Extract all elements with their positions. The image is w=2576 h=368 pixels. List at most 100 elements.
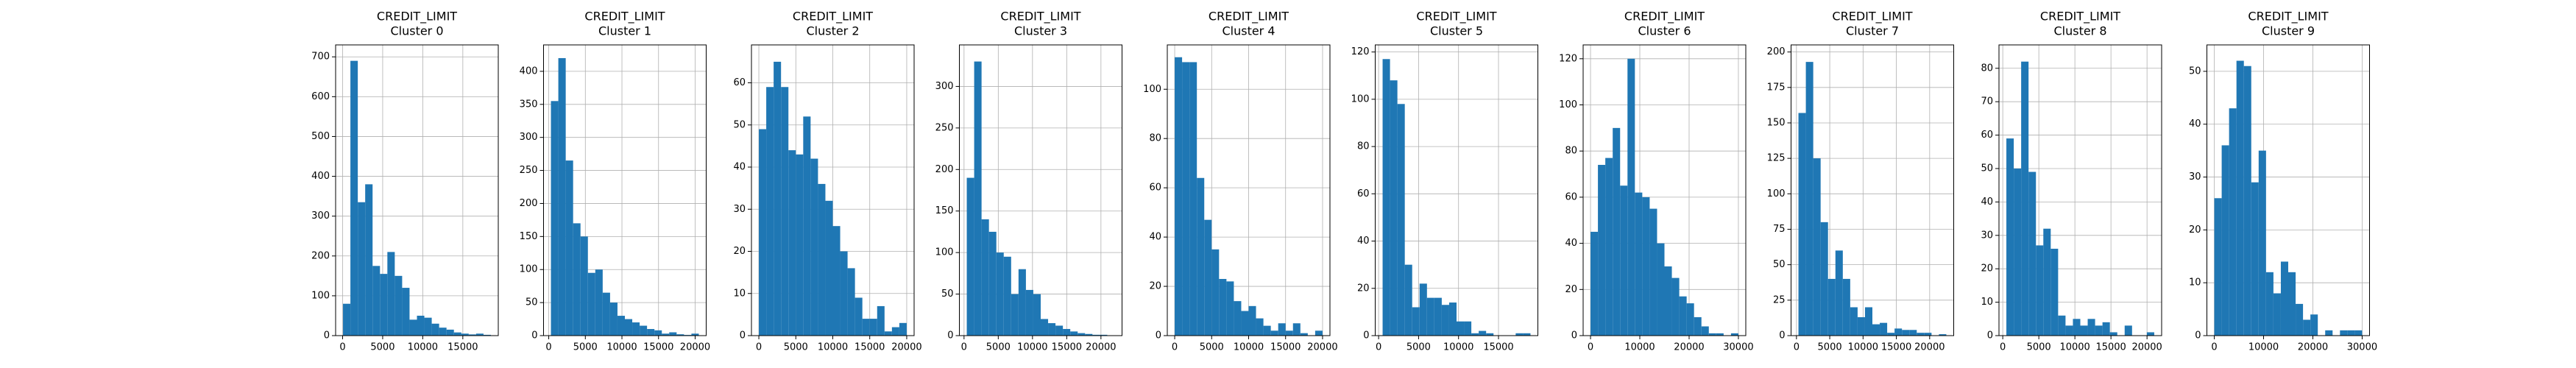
bar [1627, 58, 1635, 336]
x-tick-label: 0 [961, 342, 967, 353]
chart-title: CREDIT_LIMIT [793, 10, 873, 24]
bar [899, 322, 907, 336]
axes-frame [959, 44, 1122, 336]
y-tick-label: 60 [1565, 191, 1577, 202]
y-tick-label: 120 [1559, 53, 1577, 64]
bar [1701, 326, 1709, 336]
bar [1234, 301, 1242, 336]
x-tick-label: 15000 [447, 342, 478, 353]
bar [609, 302, 618, 336]
y-tick-label: 0 [947, 330, 953, 342]
y-tick-label: 0 [1571, 330, 1577, 342]
y-tick-label: 120 [1351, 46, 1370, 57]
bar [2102, 322, 2110, 336]
bar [1404, 264, 1412, 336]
bar [1382, 59, 1390, 336]
bar [1033, 294, 1041, 336]
y-tick-label: 400 [520, 66, 538, 77]
y-tick-label: 40 [1565, 238, 1577, 249]
y-tick-label: 125 [1767, 153, 1786, 164]
bar [343, 303, 351, 336]
bar [1864, 307, 1872, 336]
bar [1649, 208, 1657, 336]
bar [1642, 197, 1650, 336]
bar [1241, 311, 1249, 336]
axes-frame [1791, 44, 1954, 336]
bar [669, 332, 677, 336]
bar [1479, 330, 1487, 336]
bar [1515, 333, 1524, 336]
bar [1827, 278, 1836, 336]
bar [1226, 281, 1234, 336]
chart-title: CREDIT_LIMIT [584, 10, 665, 24]
y-tick-label: 50 [1773, 259, 1786, 270]
bar [1486, 333, 1494, 336]
x-tick-label: 0 [1376, 342, 1381, 353]
bar [2214, 198, 2222, 336]
x-tick-label: 10000 [2248, 342, 2279, 353]
bar [647, 329, 655, 336]
y-tick-label: 0 [1987, 330, 1993, 342]
bar [2124, 325, 2132, 336]
axes-frame [543, 44, 707, 336]
bar [1842, 278, 1850, 336]
bar [1063, 328, 1071, 336]
bar [387, 252, 395, 336]
y-tick-label: 100 [1143, 84, 1161, 95]
bar [2036, 245, 2044, 336]
x-tick-label: 0 [2000, 342, 2006, 353]
bar [409, 319, 417, 336]
bar [877, 305, 885, 336]
bar [691, 333, 699, 336]
bar [2065, 325, 2073, 336]
chart-title: CREDIT_LIMIT [1000, 10, 1080, 24]
bar [796, 154, 804, 336]
bar [1292, 323, 1301, 336]
bar [2265, 272, 2274, 336]
bar [847, 268, 855, 336]
bar [2087, 319, 2095, 336]
y-tick-label: 400 [311, 171, 330, 182]
bar [1448, 302, 1457, 336]
x-tick-label: 5000 [370, 342, 394, 353]
bar [1813, 158, 1821, 336]
x-tick-label: 15000 [1270, 342, 1301, 353]
bar [2303, 319, 2311, 336]
x-tick-label: 0 [545, 342, 551, 353]
bar [565, 160, 573, 336]
y-tick-label: 20 [733, 246, 746, 257]
bar [358, 202, 366, 336]
bar [2006, 138, 2014, 336]
x-tick-label: 5000 [986, 342, 1011, 353]
bar [595, 269, 603, 336]
bar [981, 219, 989, 336]
y-tick-label: 60 [1149, 183, 1161, 194]
bar [365, 184, 373, 336]
bar [988, 231, 997, 336]
x-tick-label: 10000 [606, 342, 637, 353]
bar [2080, 325, 2088, 336]
bar [551, 101, 559, 336]
y-tick-label: 30 [2189, 171, 2201, 183]
bar [1175, 57, 1183, 336]
bar [2354, 330, 2363, 336]
bar [1182, 62, 1190, 336]
bar [1686, 303, 1694, 336]
y-tick-label: 300 [935, 81, 954, 92]
bar [1003, 256, 1011, 336]
chart-title: CREDIT_LIMIT [2040, 10, 2120, 24]
bar [1694, 316, 1702, 336]
bar [2258, 150, 2266, 336]
bar [1219, 279, 1227, 336]
bar [2109, 332, 2117, 336]
bar [573, 223, 581, 336]
bar [1657, 243, 1665, 336]
bar [974, 61, 982, 336]
bar [759, 129, 767, 336]
bar [1278, 323, 1286, 336]
bar [781, 87, 789, 336]
bar [1902, 330, 1910, 336]
bar [818, 183, 826, 336]
axes-frame [1582, 44, 1747, 336]
y-tick-label: 40 [1357, 236, 1370, 247]
